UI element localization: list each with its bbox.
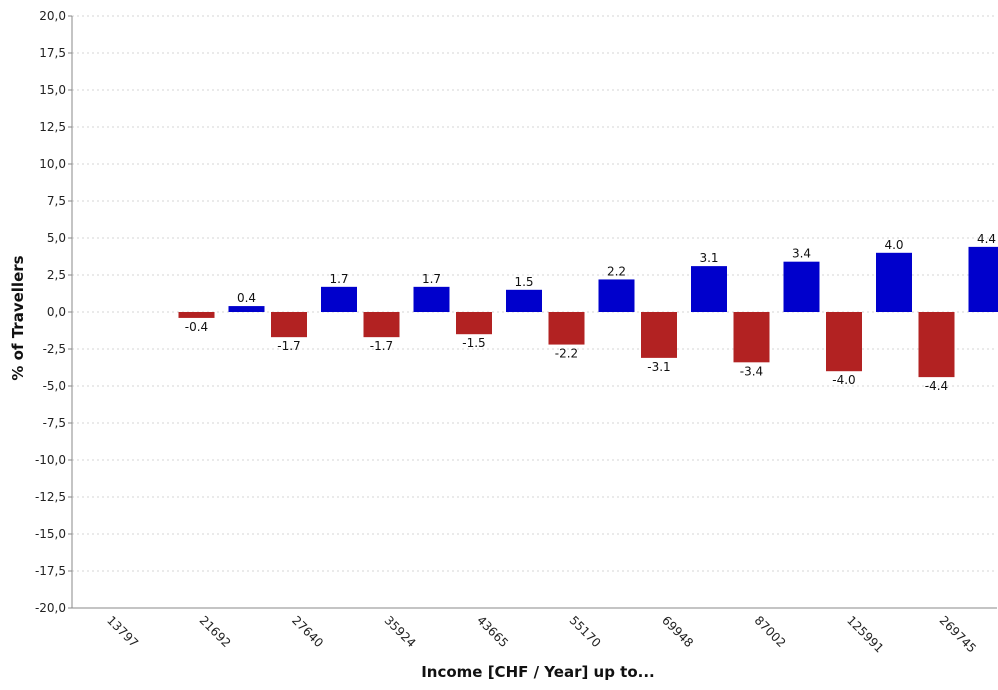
y-tick-label: 2,5 — [47, 268, 66, 282]
y-tick-label: 10,0 — [39, 157, 66, 171]
bar — [969, 247, 998, 312]
x-tick-label: 13797 — [104, 613, 141, 650]
bar — [919, 312, 955, 377]
bar — [271, 312, 307, 337]
bar-value-label: -2.2 — [555, 347, 578, 361]
y-tick-label: -2,5 — [43, 342, 66, 356]
x-tick-label: 125991 — [844, 613, 886, 655]
y-tick-label: 0,0 — [47, 305, 66, 319]
y-tick-label: 20,0 — [39, 9, 66, 23]
bar — [641, 312, 677, 358]
bar-value-label: -3.4 — [740, 364, 763, 378]
bar-value-label: -1.7 — [370, 339, 393, 353]
bar-value-label: -1.7 — [277, 339, 300, 353]
y-tick-label: 15,0 — [39, 83, 66, 97]
x-tick-label: 43665 — [474, 613, 511, 650]
bar-value-label: 1.7 — [329, 272, 348, 286]
bar — [734, 312, 770, 362]
y-tick-label: -7,5 — [43, 416, 66, 430]
y-tick-label: -17,5 — [35, 564, 66, 578]
bar — [229, 306, 265, 312]
x-tick-label: 21692 — [197, 613, 234, 650]
bar — [364, 312, 400, 337]
bar — [321, 287, 357, 312]
x-axis-title: Income [CHF / Year] up to... — [421, 663, 655, 681]
bar — [599, 279, 635, 312]
x-tick-label: 27640 — [289, 613, 326, 650]
bar-value-label: 3.1 — [699, 251, 718, 265]
bar — [506, 290, 542, 312]
bar-value-label: 4.4 — [977, 232, 996, 246]
y-tick-label: 5,0 — [47, 231, 66, 245]
bar — [784, 262, 820, 312]
x-tick-label: 87002 — [752, 613, 789, 650]
bar — [691, 266, 727, 312]
y-tick-label: 17,5 — [39, 46, 66, 60]
bar-value-label: 1.5 — [514, 275, 533, 289]
bar-value-label: -1.5 — [462, 336, 485, 350]
bar-value-label: 0.4 — [237, 291, 256, 305]
y-tick-label: -15,0 — [35, 527, 66, 541]
x-tick-label: 69948 — [659, 613, 696, 650]
x-tick-label: 269745 — [937, 613, 979, 655]
y-tick-label: -10,0 — [35, 453, 66, 467]
bar-value-label: -4.4 — [925, 379, 948, 393]
y-tick-label: -12,5 — [35, 490, 66, 504]
y-tick-label: -20,0 — [35, 601, 66, 615]
bar-value-label: 4.0 — [884, 238, 903, 252]
bar-value-label: -4.0 — [832, 373, 855, 387]
bar — [876, 253, 912, 312]
bar-value-label: -3.1 — [647, 360, 670, 374]
bar — [826, 312, 862, 371]
y-axis-title: % of Travellers — [9, 255, 27, 380]
y-tick-label: -5,0 — [43, 379, 66, 393]
bar-value-label: 2.2 — [607, 264, 626, 278]
bar-value-label: -0.4 — [185, 320, 208, 334]
y-tick-label: 12,5 — [39, 120, 66, 134]
bar — [414, 287, 450, 312]
bar — [456, 312, 492, 334]
bar-value-label: 3.4 — [792, 247, 811, 261]
y-tick-label: 7,5 — [47, 194, 66, 208]
bar — [179, 312, 215, 318]
bar-value-label: 1.7 — [422, 272, 441, 286]
x-tick-label: 55170 — [567, 613, 604, 650]
bar — [549, 312, 585, 345]
x-tick-label: 35924 — [382, 613, 419, 650]
